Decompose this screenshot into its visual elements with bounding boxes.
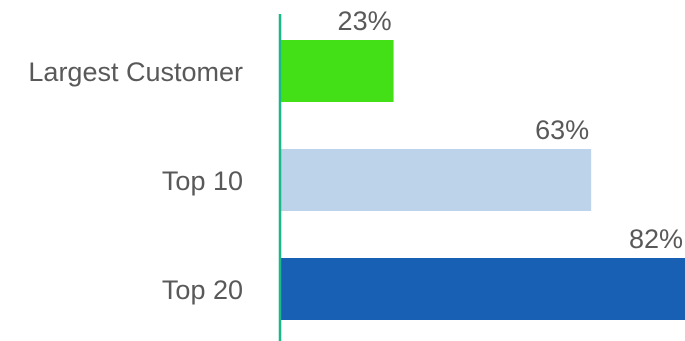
value-label-largest-customer: 23% bbox=[338, 6, 392, 36]
value-label-top-10: 63% bbox=[535, 115, 589, 145]
category-label-top-10: Top 10 bbox=[162, 166, 243, 196]
category-label-top-20: Top 20 bbox=[162, 275, 243, 305]
bar-largest-customer bbox=[280, 40, 394, 102]
value-label-top-20: 82% bbox=[629, 224, 683, 254]
bars-group bbox=[280, 40, 685, 320]
bar-top-20 bbox=[280, 258, 685, 320]
labels-group: Largest Customer 23% Top 10 63% Top 20 82% bbox=[28, 6, 683, 305]
bar-top-10 bbox=[280, 149, 592, 211]
category-label-largest-customer: Largest Customer bbox=[28, 57, 243, 87]
